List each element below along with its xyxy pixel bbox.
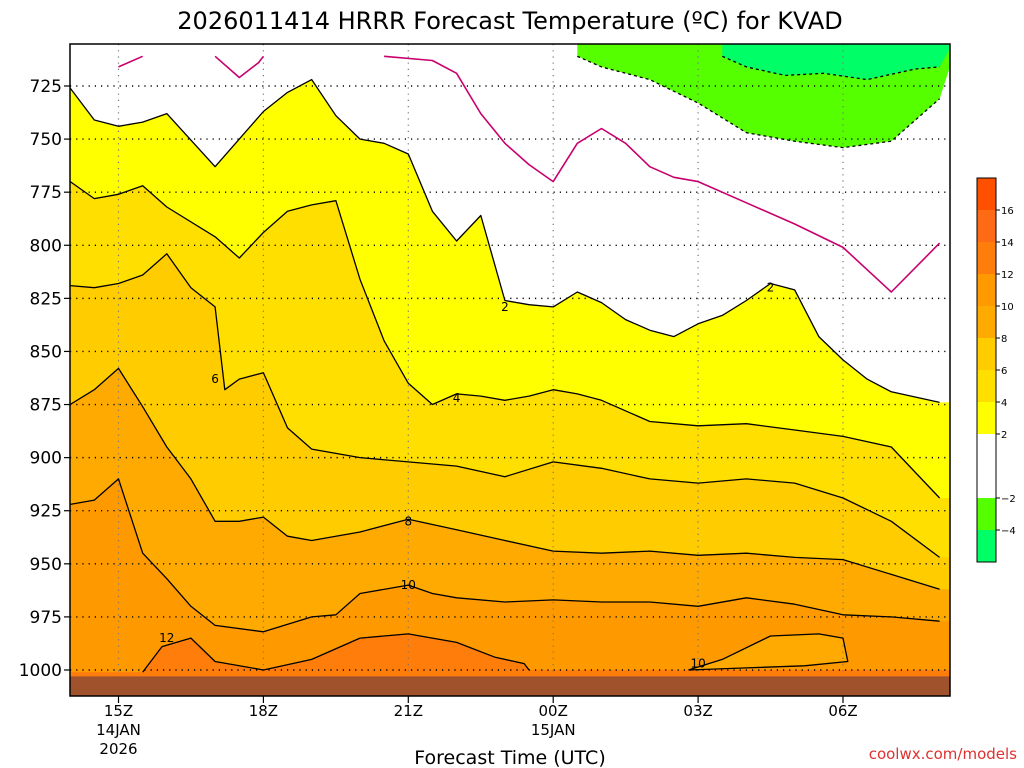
y-tick-label: 875 bbox=[30, 396, 62, 416]
fill-below-2 bbox=[70, 44, 950, 403]
colorbar-bin bbox=[977, 242, 996, 274]
contour-layer bbox=[70, 55, 941, 673]
plot-frame bbox=[69, 43, 951, 697]
contour-line-2 bbox=[70, 78, 940, 404]
fill-8-10-pocket bbox=[688, 633, 848, 670]
contour-line-10 bbox=[688, 633, 849, 671]
x-tick-label: 00Z bbox=[539, 702, 568, 720]
y-tick-label: 775 bbox=[30, 183, 62, 203]
y-tick-label: 750 bbox=[30, 130, 62, 150]
y-tick-label: 725 bbox=[30, 77, 62, 97]
y-tick-label: 1000 bbox=[19, 661, 62, 681]
y-axis: 725 750 775 800 825 850 875 900 925 950 975 1000 bbox=[19, 77, 70, 681]
colorbar-bin bbox=[977, 370, 996, 402]
x-axis-label: Forecast Time (UTC) bbox=[414, 747, 605, 768]
x-tick-label: 21Z bbox=[394, 702, 423, 720]
x-tick-label: 18Z bbox=[249, 702, 278, 720]
temperature-fill-layer bbox=[70, 44, 950, 696]
y-tick-label: 925 bbox=[30, 502, 62, 522]
contour-line-4 bbox=[70, 181, 941, 499]
colorbar: 16 14 12 10 8 6 4 2 −2 −4 bbox=[976, 177, 1016, 563]
credit-text[interactable]: coolwx.com/models bbox=[869, 745, 1017, 763]
contour-label: 2 bbox=[767, 281, 775, 295]
contour-line-0 bbox=[118, 55, 144, 68]
colorbar-tick-label: 12 bbox=[1001, 270, 1014, 281]
x-tick-date: 14JAN bbox=[96, 721, 141, 739]
colorbar-bin bbox=[977, 306, 996, 338]
y-tick-label: 950 bbox=[30, 555, 62, 575]
contour-label: 10 bbox=[401, 578, 416, 592]
contour-label: 10 bbox=[690, 657, 705, 671]
colorbar-bin bbox=[977, 178, 996, 210]
colorbar-bin bbox=[977, 210, 996, 242]
colorbar-tick-label: −4 bbox=[1001, 526, 1016, 537]
chart-title: 2026011414 HRRR Forecast Temperature (ºC… bbox=[177, 7, 842, 35]
colorbar-tick-label: 4 bbox=[1001, 398, 1007, 409]
contour-label: 12 bbox=[159, 631, 174, 645]
contour-line-0 bbox=[214, 55, 265, 79]
x-tick-label: 03Z bbox=[683, 702, 712, 720]
y-tick-label: 850 bbox=[30, 342, 62, 362]
contour-label: 4 bbox=[453, 391, 461, 405]
colorbar-bin bbox=[977, 274, 996, 306]
colorbar-tick-label: 8 bbox=[1001, 334, 1007, 345]
contour-label: 6 bbox=[211, 372, 219, 386]
colorbar-tick-label: 14 bbox=[1001, 238, 1014, 249]
contour-line-minus2 bbox=[722, 55, 940, 81]
y-tick-label: 975 bbox=[30, 608, 62, 628]
x-tick-date: 15JAN bbox=[531, 721, 576, 739]
colorbar-bin bbox=[977, 338, 996, 370]
fill-minus6-minus4 bbox=[722, 44, 950, 80]
contour-label: 2 bbox=[501, 300, 509, 314]
contour-line-12 bbox=[142, 633, 530, 673]
y-tick-label: 800 bbox=[30, 236, 62, 256]
colorbar-bin bbox=[977, 530, 996, 562]
x-tick-label: 15Z bbox=[104, 702, 133, 720]
contour-line-6 bbox=[70, 253, 940, 558]
x-tick-label: 06Z bbox=[828, 702, 857, 720]
colorbar-tick-label: 2 bbox=[1001, 430, 1007, 441]
y-tick-label: 825 bbox=[30, 289, 62, 309]
colorbar-tick-label: 10 bbox=[1001, 302, 1014, 313]
colorbar-bin bbox=[977, 402, 996, 434]
x-tick-year: 2026 bbox=[99, 740, 137, 758]
colorbar-tick-label: 16 bbox=[1001, 206, 1014, 217]
colorbar-bin bbox=[977, 434, 996, 498]
contour-label: 8 bbox=[404, 514, 412, 528]
ground-surface bbox=[70, 676, 950, 696]
y-tick-label: 900 bbox=[30, 449, 62, 469]
contour-line-8 bbox=[70, 367, 940, 590]
ground-layer bbox=[70, 676, 950, 696]
colorbar-tick-label: −2 bbox=[1001, 494, 1016, 505]
colorbar-tick-label: 6 bbox=[1001, 366, 1007, 377]
contour-line-minus2 bbox=[577, 55, 941, 149]
contour-label-layer: 2 2 4 6 8 10 10 12 bbox=[159, 281, 774, 671]
contour-line-10 bbox=[70, 478, 940, 633]
contour-line-0 bbox=[384, 55, 941, 293]
colorbar-bin bbox=[977, 498, 996, 530]
